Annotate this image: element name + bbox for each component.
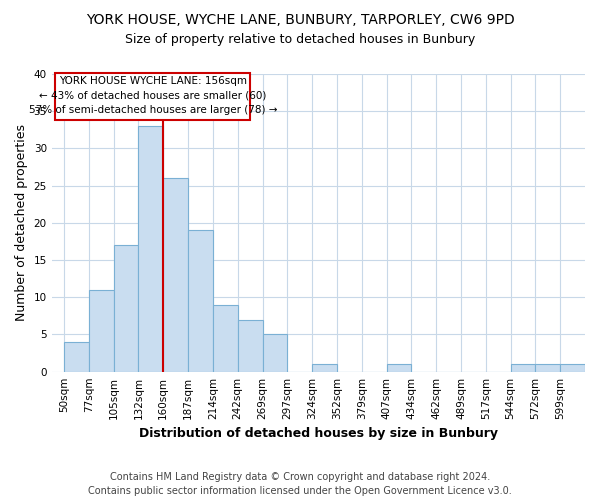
Bar [188,230,213,372]
Text: Size of property relative to detached houses in Bunbury: Size of property relative to detached ho… [125,32,475,46]
Text: ← 43% of detached houses are smaller (60): ← 43% of detached houses are smaller (60… [39,90,266,101]
Bar [312,364,337,372]
Bar [560,364,585,372]
Text: 57% of semi-detached houses are larger (78) →: 57% of semi-detached houses are larger (… [29,104,277,115]
Text: YORK HOUSE WYCHE LANE: 156sqm: YORK HOUSE WYCHE LANE: 156sqm [59,76,247,86]
Bar [535,364,560,372]
Text: Contains HM Land Registry data © Crown copyright and database right 2024.: Contains HM Land Registry data © Crown c… [110,472,490,482]
Bar [386,364,412,372]
Bar [89,290,113,372]
Y-axis label: Number of detached properties: Number of detached properties [15,124,28,322]
Bar [163,178,188,372]
Bar [113,245,139,372]
X-axis label: Distribution of detached houses by size in Bunbury: Distribution of detached houses by size … [139,427,498,440]
Bar [263,334,287,372]
Text: Contains public sector information licensed under the Open Government Licence v3: Contains public sector information licen… [88,486,512,496]
Text: YORK HOUSE, WYCHE LANE, BUNBURY, TARPORLEY, CW6 9PD: YORK HOUSE, WYCHE LANE, BUNBURY, TARPORL… [86,12,514,26]
FancyBboxPatch shape [55,72,250,120]
Bar [238,320,263,372]
Bar [139,126,163,372]
Bar [64,342,89,372]
Bar [511,364,535,372]
Bar [213,304,238,372]
